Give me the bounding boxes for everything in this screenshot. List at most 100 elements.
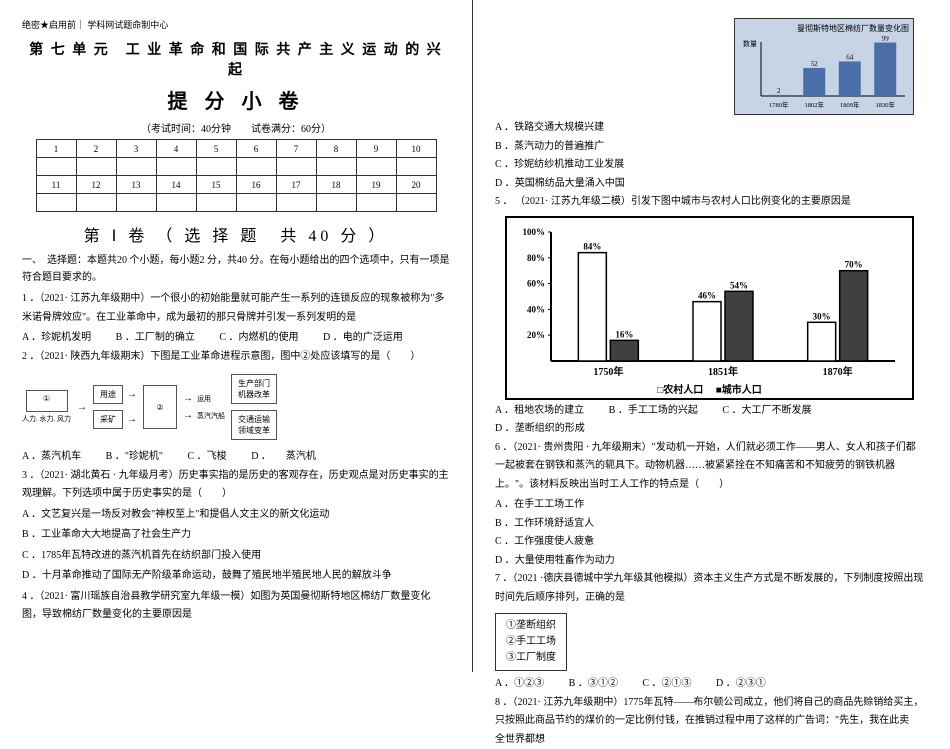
svg-text:46%: 46% <box>698 290 716 300</box>
q1-b: B ．工厂制的确立 <box>116 329 195 348</box>
svg-text:16%: 16% <box>615 329 633 339</box>
right-column: 曼彻斯特地区棉纺厂数量变化图 数量21780年521802年641809年991… <box>473 0 946 672</box>
diagram-right-bot: 交通运输 领域变革 <box>231 410 277 440</box>
grid-row-2: 1112 1314 1516 1718 1920 <box>36 176 436 194</box>
q6-options: A ．在手工工场工作 B ．工作环境舒适宜人 C ．工作强度使人疲惫 D ．大量… <box>495 496 924 570</box>
chart1-card: 曼彻斯特地区棉纺厂数量变化图 数量21780年521802年641809年991… <box>734 18 914 115</box>
arrow-icon: → <box>183 410 193 421</box>
svg-text:数量: 数量 <box>743 39 757 48</box>
arrow-icon: → <box>127 389 137 400</box>
chart2-box: 20%40%60%80%100%84%16%1750年46%54%1851年30… <box>505 216 914 400</box>
q1-options: A ．珍妮机发明 B ．工厂制的确立 C ．内燃机的使用 D ．电的广泛运用 <box>22 329 450 348</box>
q4-d: D ．英国棉纺品大量涌入中国 <box>495 175 705 194</box>
q6-d: D ．大量使用牲畜作为动力 <box>495 552 705 571</box>
q1-d: D ．电的广泛运用 <box>323 329 403 348</box>
q2-stem: 2 ．（2021· 陕西九年级期末）下图是工业革命进程示意图，图中②处应该填写的… <box>22 348 450 367</box>
grid-row-blank2 <box>36 194 436 212</box>
diagram-node-2: ② <box>143 385 177 429</box>
arrow-icon: → <box>127 414 137 425</box>
legend-rural: □农村人口 <box>657 385 703 396</box>
q7-a: A ．①②③ <box>495 675 544 694</box>
diagram-label-r2: 蒸汽汽船 <box>197 411 225 421</box>
section-1-title: 第 Ⅰ 卷 （ 选 择 题 共 40 分 ） <box>22 222 450 246</box>
answer-grid: 12 34 56 78 910 1112 1314 1516 1718 1920 <box>36 139 437 212</box>
svg-text:64: 64 <box>846 53 854 61</box>
svg-text:40%: 40% <box>527 304 545 314</box>
svg-text:2: 2 <box>777 87 781 95</box>
diagram-node-top: 用途 <box>93 385 123 404</box>
q3-d: D ．十月革命推动了国际无产阶级革命运动，鼓舞了殖民地半殖民地人民的解放斗争 <box>22 567 450 586</box>
instruction: 一、 选择题：本题共20 个小题，每小题2 分，共40 分。在每小题给出的四个选… <box>22 252 450 286</box>
q8-stem: 8 ．（2021· 江苏九年级期中）1775年瓦特——布尔顿公司成立，他们将自己… <box>495 694 924 749</box>
q5-c: C ．大工厂不断发展 <box>722 402 811 421</box>
diagram-bottom-label: 人力. 水力. 风力 <box>22 414 71 424</box>
diagram-node-bot: 采矿 <box>93 410 123 429</box>
svg-text:70%: 70% <box>845 259 863 269</box>
q5-d: D ．垄断组织的形成 <box>495 420 585 439</box>
arrow-icon: → <box>77 402 87 413</box>
arrow-icon: → <box>183 393 193 404</box>
q4-stem: 4 ．（2021· 富川瑶族自治县教学研究室九年级一模）如图为英国曼彻斯特地区棉… <box>22 588 450 625</box>
svg-text:1830年: 1830年 <box>876 100 896 109</box>
svg-text:1780年: 1780年 <box>769 100 789 109</box>
q4-b: B ．蒸汽动力的普遍推广 <box>495 138 705 157</box>
q1-a: A ．珍妮机发明 <box>22 329 91 348</box>
exam-info: （考试时间：40分钟 试卷满分：60分） <box>22 120 450 135</box>
q1-c: C ．内燃机的使用 <box>219 329 298 348</box>
q3-stem: 3 ．（2021· 湖北黄石 · 九年级月考）历史事实指的是历史的客观存在，历史… <box>22 467 450 504</box>
q4-options: A ．铁路交通大规模兴建 B ．蒸汽动力的普遍推广 C ．珍妮纺纱机推动工业发展… <box>495 119 924 193</box>
unit-title: 第 七 单 元 工 业 革 命 和 国 际 共 产 主 义 运 动 的 兴 起 <box>22 39 450 79</box>
svg-text:1851年: 1851年 <box>708 365 738 378</box>
q2-a: A ．蒸汽机车 <box>22 448 81 467</box>
svg-text:20%: 20% <box>527 330 545 340</box>
q7-b: B ．③①② <box>569 675 618 694</box>
q5-a: A ．租地农场的建立 <box>495 402 584 421</box>
q3-a: A ．文艺复兴是一场反对教会"神权至上"和提倡人文主义的新文化运动 <box>22 506 450 525</box>
svg-text:1809年: 1809年 <box>840 100 860 109</box>
q7-d: D ．②③① <box>716 675 766 694</box>
svg-text:54%: 54% <box>730 280 748 290</box>
q2-c: C ．飞梭 <box>188 448 227 467</box>
left-column: 绝密★启用前｜ 学科网试题命制中心 第 七 单 元 工 业 革 命 和 国 际 … <box>0 0 473 672</box>
chart1-bars: 数量 2 1780年 52 1802年 64 1809年 99 1830年 <box>739 36 909 110</box>
legend-urban: ■城市人口 <box>716 385 762 396</box>
q6-c: C ．工作强度使人疲惫 <box>495 533 705 552</box>
svg-text:1802年: 1802年 <box>805 100 825 109</box>
q3-c: C ．1785年瓦特改进的蒸汽机首先在纺织部门投入使用 <box>22 547 450 566</box>
svg-text:60%: 60% <box>527 278 545 288</box>
q7-c: C ．②①③ <box>642 675 691 694</box>
grid-row-1: 12 34 56 78 910 <box>36 140 436 158</box>
svg-text:1870年: 1870年 <box>823 365 853 378</box>
svg-text:100%: 100% <box>523 227 546 237</box>
chart2-bars: 20%40%60%80%100%84%16%1750年46%54%1851年30… <box>515 224 905 379</box>
q2-d: D ． 蒸汽机 <box>251 448 316 467</box>
q5-options: A ．租地农场的建立 B ．手工工场的兴起 C ．大工厂不断发展 D ．垄断组织… <box>495 402 924 439</box>
diagram-node-1: ① <box>26 390 68 412</box>
q4-a: A ．铁路交通大规模兴建 <box>495 119 705 138</box>
svg-text:99: 99 <box>882 36 890 43</box>
secret-header: 绝密★启用前｜ 学科网试题命制中心 <box>22 18 450 31</box>
q7-seqbox: ①垄断组织 ②手工工场 ③工厂制度 <box>495 613 567 671</box>
grid-row-blank1 <box>36 158 436 176</box>
q6-stem: 6 ．（2021· 贵州贵阳 · 九年级期末）"发动机一开始，人们就必须工作——… <box>495 439 924 495</box>
q1-stem: 1 ．（2021· 江苏九年级期中）一个很小的初始能量就可能产生一系列的连锁反应… <box>22 290 450 327</box>
q3-b: B ．工业革命大大地提高了社会生产力 <box>22 526 450 545</box>
q6-b: B ．工作环境舒适宜人 <box>495 515 705 534</box>
svg-text:84%: 84% <box>583 241 601 251</box>
svg-text:52: 52 <box>811 60 819 68</box>
q5-stem: 5 ． （2021· 江苏九年级二模）引发下图中城市与农村人口比例变化的主要原因… <box>495 193 924 212</box>
svg-text:1750年: 1750年 <box>593 365 623 378</box>
q6-a: A ．在手工工场工作 <box>495 496 705 515</box>
subtitle: 提 分 小 卷 <box>22 85 450 114</box>
svg-text:80%: 80% <box>527 252 545 262</box>
diagram-label-r1: 运用 <box>197 394 211 404</box>
q2-diagram: ① 人力. 水力. 风力 → 用途 → 采矿 → ② → 运用 → 蒸汽汽船 <box>22 374 450 440</box>
q7-options: A ．①②③ B ．③①② C ．②①③ D ．②③① <box>495 675 924 694</box>
q7-stem: 7 ．（2021 ·德庆县德城中学九年级其他模拟）资本主义生产方式是不断发展的，… <box>495 570 924 607</box>
diagram-right-top: 生产部门 机器改革 <box>231 374 277 404</box>
q2-b: B ．"珍妮机" <box>106 448 163 467</box>
chart2-legend: □农村人口 ■城市人口 <box>515 381 904 396</box>
q5-b: B ．手工工场的兴起 <box>609 402 698 421</box>
q4-c: C ．珍妮纺纱机推动工业发展 <box>495 156 705 175</box>
q2-options: A ．蒸汽机车 B ．"珍妮机" C ．飞梭 D ． 蒸汽机 <box>22 448 450 467</box>
